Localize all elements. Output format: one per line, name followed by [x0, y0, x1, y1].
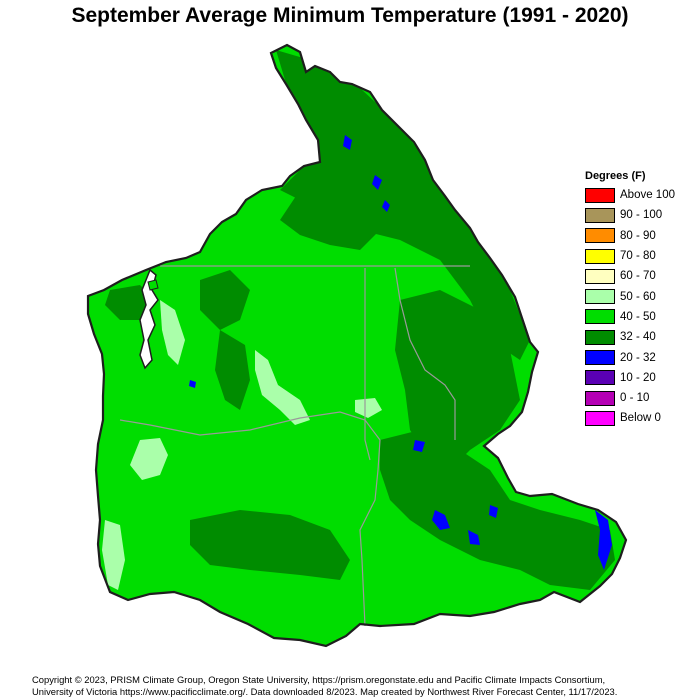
- cold-spot-9: [189, 380, 196, 388]
- south-highlands: [190, 510, 350, 580]
- legend-swatch: [585, 248, 615, 264]
- cold-spot-1: [343, 135, 352, 150]
- map-title: September Average Minimum Temperature (1…: [71, 4, 629, 27]
- cold-spot-7: [595, 510, 612, 570]
- cold-spot-6: [468, 530, 480, 545]
- legend-title: Degrees (F): [585, 170, 646, 182]
- willamette-valley: [130, 438, 168, 480]
- legend-item: 0 - 10: [585, 389, 695, 407]
- legend-swatch: [585, 228, 615, 244]
- legend-swatch: [585, 370, 615, 386]
- legend-swatch: [585, 329, 615, 345]
- cascade-crest: [215, 330, 250, 410]
- legend-swatch: [585, 289, 615, 305]
- snake-plain: [355, 398, 382, 418]
- puget-sound: [139, 268, 159, 370]
- columbia-basin: [255, 350, 310, 425]
- legend-item: 10 - 20: [585, 369, 695, 387]
- legend-item: 60 - 70: [585, 267, 695, 285]
- east-highlands: [395, 290, 520, 470]
- legend-label: Below 0: [620, 412, 661, 425]
- wa-or-border: [119, 411, 381, 441]
- north-ridge-dark: [280, 190, 380, 250]
- cold-spot-2: [372, 175, 382, 190]
- legend-swatch: [585, 187, 615, 203]
- region-outline: [86, 43, 628, 648]
- legend-swatch: [585, 268, 615, 284]
- puget-lowland: [160, 300, 185, 365]
- legend-label: 80 - 90: [620, 229, 656, 242]
- legend-label: 32 - 40: [620, 331, 656, 344]
- legend-swatch: [585, 410, 615, 426]
- legend-item: Below 0: [585, 409, 695, 427]
- legend-item: Above 100: [585, 186, 695, 204]
- cold-spot-3: [382, 200, 390, 212]
- legend-item: 32 - 40: [585, 328, 695, 346]
- legend-item: 80 - 90: [585, 227, 695, 245]
- legend-swatch: [585, 350, 615, 366]
- wa-id-border: [364, 268, 371, 461]
- legend-label: 10 - 20: [620, 371, 656, 384]
- copyright-footer: Copyright © 2023, PRISM Climate Group, O…: [32, 674, 692, 697]
- legend-item: 70 - 80: [585, 247, 695, 265]
- legend-label: 40 - 50: [620, 310, 656, 323]
- legend-label: 70 - 80: [620, 250, 656, 263]
- copyright-line-2: University of Victoria https://www.pacif…: [32, 685, 618, 697]
- or-id-border: [359, 439, 381, 627]
- legend-item: 50 - 60: [585, 287, 695, 305]
- legend-item: 20 - 32: [585, 348, 695, 366]
- legend-label: 0 - 10: [620, 392, 650, 405]
- north-mountains: [276, 50, 530, 360]
- legend-swatch: [585, 207, 615, 223]
- legend-items: Above 100 90 - 100 80 - 90 70 - 80 60 - 70 50…: [585, 186, 695, 428]
- legend-label: 50 - 60: [620, 290, 656, 303]
- legend-label: Above 100: [620, 189, 675, 202]
- legend-label: 90 - 100: [620, 209, 663, 222]
- legend-label: 20 - 32: [620, 351, 656, 364]
- san-juan-islands: [147, 279, 159, 291]
- cold-spot-5: [432, 510, 450, 530]
- legend-swatch: [585, 390, 615, 406]
- legend-swatch: [585, 309, 615, 325]
- copyright-line-1: Copyright © 2023, PRISM Climate Group, O…: [32, 674, 606, 685]
- state-borders: [119, 265, 470, 627]
- legend-item: 90 - 100: [585, 206, 695, 224]
- legend-label: 60 - 70: [620, 270, 656, 283]
- cold-spot-4: [413, 440, 425, 452]
- legend-item: 40 - 50: [585, 308, 695, 326]
- legend: Degrees (F) Above 100 90 - 100 80 - 90 70 -…: [585, 170, 695, 430]
- sw-valley: [102, 520, 125, 590]
- id-mt-border: [394, 267, 456, 440]
- cold-spot-8: [489, 505, 498, 518]
- west-cascades: [200, 270, 250, 330]
